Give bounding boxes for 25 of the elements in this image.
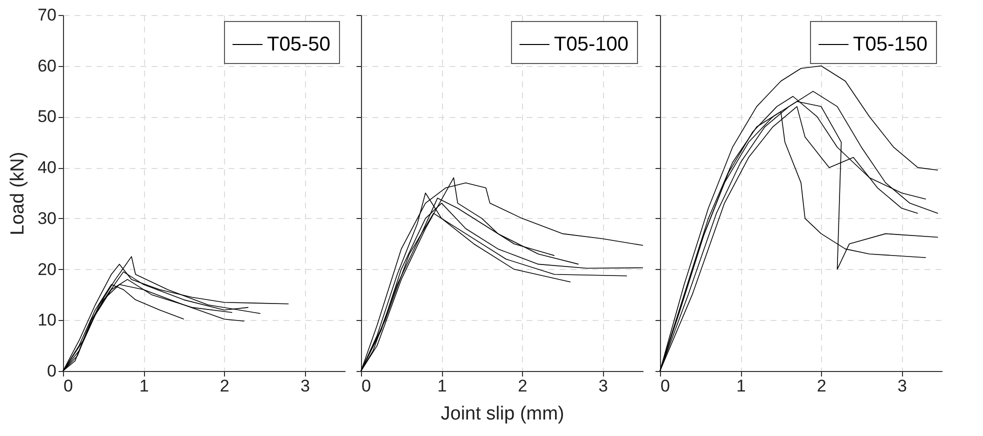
- x-tick-label: 0: [362, 376, 371, 396]
- y-tick-label: 60: [38, 56, 56, 76]
- x-tick-label: 2: [518, 376, 528, 396]
- y-tick-label: 50: [38, 107, 56, 126]
- x-tick-label: 0: [64, 376, 73, 396]
- x-tick-label: 3: [598, 376, 608, 396]
- x-tick-label: 1: [437, 376, 447, 396]
- x-tick-label: 3: [300, 376, 310, 396]
- y-tick-label: 0: [47, 362, 56, 380]
- legend-label: T05-150: [853, 34, 928, 56]
- x-axis-title: Joint slip (mm): [440, 404, 564, 424]
- x-tick-label: 2: [220, 376, 230, 396]
- y-tick-label: 30: [38, 208, 56, 228]
- y-tick-label: 20: [38, 260, 56, 279]
- x-tick-label: 3: [897, 376, 907, 396]
- legend-label: T05-100: [554, 34, 628, 56]
- y-tick-label: 40: [38, 158, 56, 178]
- y-tick-label: 10: [38, 310, 56, 330]
- x-tick-label: 1: [736, 376, 746, 396]
- x-tick-label: 1: [139, 376, 149, 396]
- x-tick-label: 2: [816, 376, 826, 396]
- x-tick-label: 0: [660, 376, 670, 396]
- y-axis-title: Load (kN): [8, 152, 29, 236]
- legend-label: T05-50: [267, 34, 330, 56]
- y-tick-label: 70: [38, 6, 56, 24]
